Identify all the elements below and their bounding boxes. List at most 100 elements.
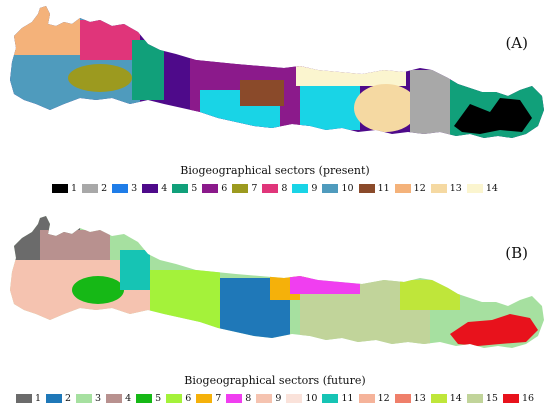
legend-label: 6 [185,393,192,404]
legend-swatch [286,394,303,403]
legend-item: 4 [142,183,167,194]
legend-swatch [106,394,123,403]
map-future [10,216,544,348]
legend-swatch [15,394,32,403]
legend-swatch [232,184,249,193]
panel-label-b: (B) [505,244,528,262]
legend-swatch [202,184,219,193]
legend-label: 16 [521,393,535,404]
legend-label: 14 [449,393,462,404]
legend-swatch [466,394,483,403]
sector-5-region [132,40,164,100]
legend-item: 6 [166,393,191,404]
caption-present: Biogeographical sectors (present) [180,164,370,177]
legend-item: 1 [52,183,77,194]
sector-14-region [296,62,406,86]
legend-label: 1 [71,183,78,194]
legend-label: 9 [275,393,282,404]
caption-future: Biogeographical sectors (future) [184,374,366,387]
sector-4-region [40,230,110,260]
legend-item: 2 [82,183,107,194]
legend-swatch [430,394,447,403]
legend-swatch [172,184,189,193]
legend-swatch [112,184,129,193]
legend-label: 11 [341,393,354,404]
legend-label: 13 [413,393,426,404]
legend-swatch [358,184,375,193]
legend-label: 9 [311,183,318,194]
legend-item: 13 [430,183,462,194]
sector-12-region [10,6,80,55]
sector-7-region [68,64,132,92]
legend-item: 4 [106,393,131,404]
legend-swatch [322,394,339,403]
legend-label: 5 [191,183,198,194]
legend-label: 12 [377,393,390,404]
legend-swatch [226,394,243,403]
sector-9b-region [300,80,360,130]
legend-item: 16 [502,393,535,404]
legend-swatch [262,184,279,193]
legend-item: 14 [466,183,498,194]
legend-swatch [292,184,309,193]
legend-swatch [502,394,519,403]
legend-item: 3 [76,393,101,404]
legend-swatch [136,394,153,403]
legend-present: 1 2 3 4 5 6 7 8 9 10 11 12 13 14 [0,183,550,194]
legend-item: 11 [322,393,354,404]
legend-label: 2 [101,183,108,194]
sector-11-region [240,80,284,106]
legend-item: 6 [202,183,227,194]
legend-item: 9 [292,183,317,194]
legend-item: 8 [262,183,287,194]
legend-swatch [82,184,99,193]
legend-item: 10 [322,183,354,194]
map-present-regions [10,6,544,138]
sector-5-region [72,276,124,304]
legend-item: 11 [358,183,390,194]
legend-label: 10 [305,393,318,404]
legend-item: 2 [46,393,71,404]
panel-label-a: (A) [505,34,528,52]
legend-label: 1 [34,393,41,404]
legend-item: 10 [286,393,317,404]
sector-1-region [454,98,532,134]
sector-14-region [400,280,460,310]
legend-label: 10 [341,183,354,194]
legend-item: 15 [466,393,498,404]
legend-label: 3 [131,183,138,194]
map-present [10,6,544,138]
sector-8-region [290,268,360,294]
legend-item: 3 [112,183,137,194]
legend-label: 11 [377,183,390,194]
legend-label: 7 [251,183,258,194]
legend-swatch [166,394,183,403]
sector-6-region [150,270,220,330]
legend-swatch [52,184,69,193]
legend-swatch [142,184,159,193]
sector-2-region [410,70,450,138]
legend-label: 4 [125,393,132,404]
legend-item: 5 [136,393,161,404]
legend-item: 9 [256,393,281,404]
legend-label: 2 [65,393,72,404]
legend-label: 12 [413,183,426,194]
legend-swatch [466,184,483,193]
legend-label: 15 [485,393,498,404]
map-future-regions [10,216,544,348]
legend-future: 1 2 3 4 5 6 7 8 9 10 11 12 13 14 15 16 [0,393,550,404]
legend-swatch [358,394,375,403]
legend-label: 13 [449,183,462,194]
legend-swatch [196,394,213,403]
legend-swatch [46,394,62,403]
legend-item: 1 [15,393,41,404]
legend-swatch [394,184,411,193]
legend-swatch [430,184,447,193]
legend-swatch [394,394,411,403]
legend-label: 8 [281,183,288,194]
sector-13-region [354,84,418,132]
legend-item: 13 [394,393,426,404]
legend-label: 4 [161,183,168,194]
legend-item: 12 [394,183,426,194]
